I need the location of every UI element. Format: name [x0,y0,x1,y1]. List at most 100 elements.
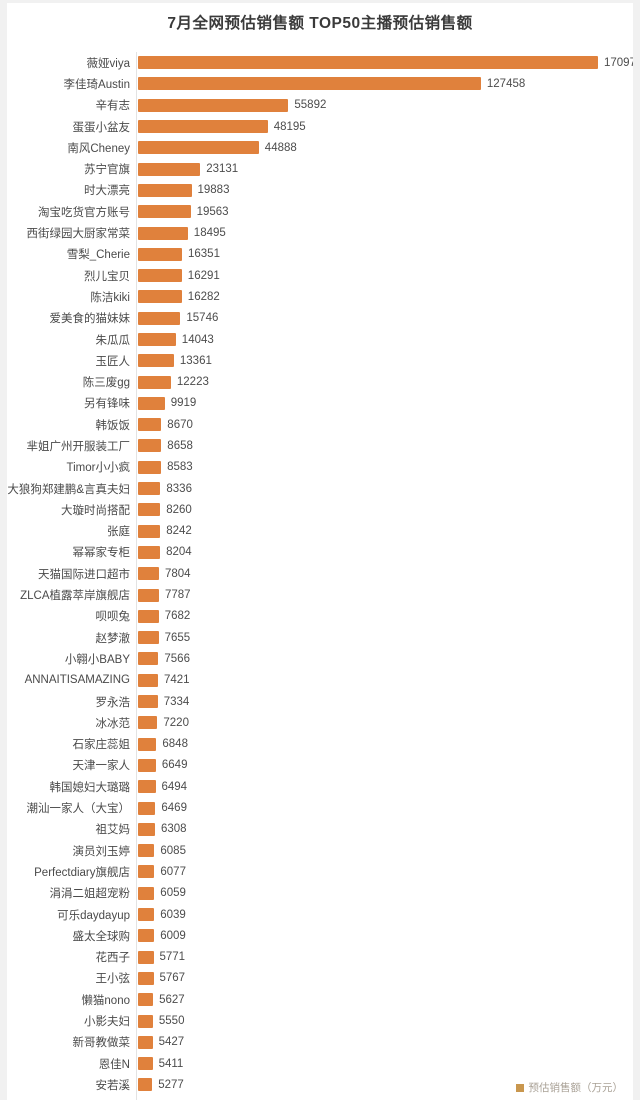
bar [138,247,182,261]
category-label: 芈姐广州开服装工厂 [26,440,131,453]
chart-row: 呗呗兔 7682 [7,605,633,628]
bar [138,77,481,91]
value-label: 5277 [158,1078,184,1091]
bar [138,993,154,1007]
bar [138,56,598,70]
chart-row: 冰冰范 7220 [7,712,633,734]
bar [138,801,156,815]
bar [138,120,268,134]
bar [138,396,165,410]
chart-row: 大璇时尚搭配 8260 [7,499,633,521]
chart-row: 张庭 8242 [7,520,633,542]
bar [138,290,182,304]
category-label: 赵梦澈 [95,632,131,645]
value-label: 7421 [164,674,190,687]
bar-cell: 8670 [136,414,633,436]
bar-cell: 5427 [136,1031,633,1053]
bar [138,780,156,794]
value-label: 5411 [158,1057,184,1070]
chart-row: 天猫国际进口超市 7804 [7,563,633,585]
chart-row: 玉匠人 13361 [7,350,633,372]
value-label: 18495 [193,227,226,240]
category-label: 盛太全球购 [72,930,131,943]
bar-cell: 8260 [136,499,633,521]
chart-row: 淘宝吃货官方账号 19563 [7,201,633,223]
bar-cell: 5550 [136,1010,633,1032]
value-label: 55892 [294,99,327,112]
category-label: 安若溪 [95,1079,131,1092]
category-label: 大狼狗郑建鹏&言真夫妇 [7,483,130,496]
category-label: 呗呗兔 [95,611,131,624]
value-label: 6848 [162,738,188,751]
bar [138,950,154,964]
bar [138,908,155,922]
bar-cell: 7655 [136,627,633,649]
chart-legend: 预估销售额（万元） [515,1080,624,1095]
chart-row: 盛太全球购 6009 [7,925,633,947]
bar-cell: 23131 [136,158,633,180]
value-label: 15746 [186,312,219,325]
bar [138,844,155,858]
bar-cell: 8242 [136,520,633,542]
category-label: 罗永浩 [95,696,131,709]
category-label: 淘宝吃货官方账号 [38,206,130,219]
bar-cell: 6848 [136,733,633,755]
value-label: 5771 [159,951,186,964]
value-label: 8583 [167,461,193,474]
chart-row: 韩国媳妇大璐璐 6494 [7,776,633,798]
category-label: 蛋蛋小盆友 [72,121,131,134]
value-label: 8336 [166,482,192,495]
chart-row: 恩佳N 5411 [7,1052,633,1075]
bar-cell: 18495 [136,222,633,244]
value-label: 6308 [161,823,187,836]
legend-label: 预估销售额（万元） [528,1082,624,1094]
value-label: 8204 [166,546,192,559]
chart-row: 天津一家人 6649 [7,754,633,777]
chart-row: 大狼狗郑建鹏&言真夫妇 8336 [7,477,633,500]
category-label: 天津一家人 [72,760,131,773]
category-label: 韩饭饭 [95,419,131,432]
value-label: 8670 [167,418,193,431]
bar [138,588,159,602]
legend-swatch-icon [515,1083,524,1092]
bar [138,311,181,325]
bar-cell: 7682 [136,605,633,628]
chart-row: 演员刘玉婷 6085 [7,839,633,862]
value-label: 19883 [197,184,230,197]
category-label: 冰冰范 [95,717,131,730]
bar [138,439,162,453]
category-label: 陈洁kiki [90,291,130,304]
bar [138,865,155,879]
bar [138,567,159,581]
bar [138,652,159,666]
value-label: 8260 [166,503,192,516]
bar-cell: 127458 [136,73,633,95]
bar-cell: 8583 [136,456,633,478]
value-label: 7334 [163,695,190,708]
bar [138,631,159,645]
chart-row: 花西子 5771 [7,946,633,968]
bar [138,1035,153,1049]
value-label: 127458 [486,77,526,90]
value-label: 6009 [160,929,186,942]
bar [138,545,161,559]
chart-row: 小影夫妇 5550 [7,1010,633,1032]
category-label: 懒猫nono [81,994,130,1007]
bar [138,737,157,751]
value-label: 16291 [187,269,220,282]
bar-cell: 7421 [136,669,633,691]
bar [138,418,162,432]
category-label: 潮汕一家人（大宝） [26,803,131,816]
bar [138,929,155,943]
bar-cell: 5627 [136,989,633,1011]
bar-cell: 9919 [136,392,633,415]
category-label: 可乐daydayup [57,909,130,922]
chart-row: 另有锋味 9919 [7,392,633,415]
value-label: 16351 [188,248,220,261]
chart-row: 祖艾妈 6308 [7,818,633,840]
bar-cell: 13361 [136,350,633,372]
chart-row: ZLCA植露萃岸旗舰店 7787 [7,584,633,606]
bar [138,758,156,772]
bar-cell: 19563 [136,201,633,223]
value-label: 6077 [160,865,186,878]
